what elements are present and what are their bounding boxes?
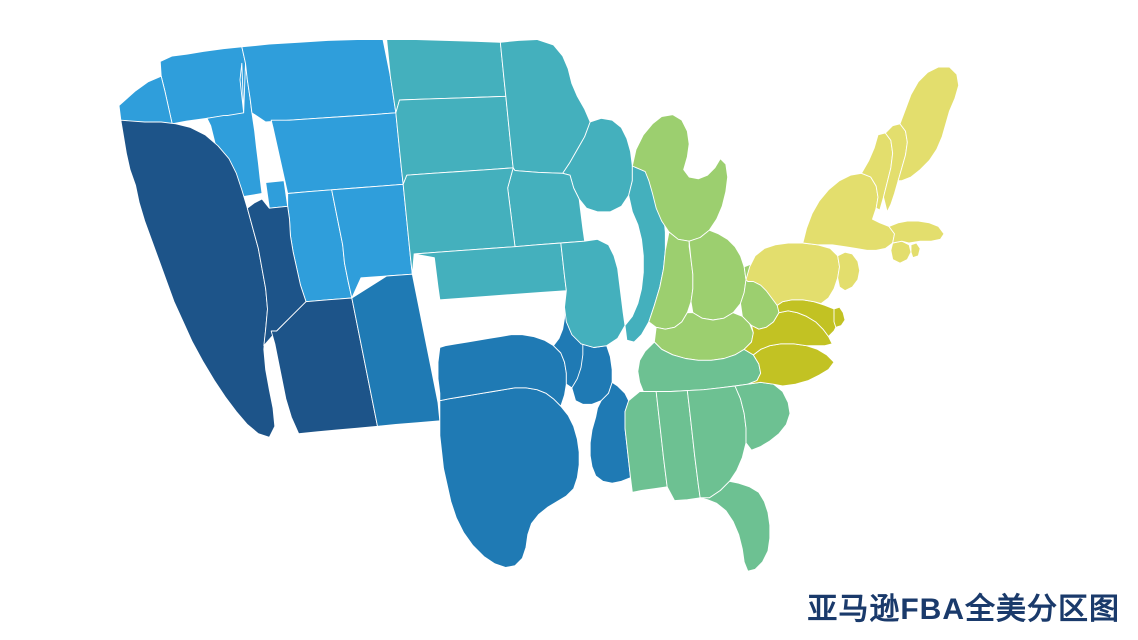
state-la[interactable]: Louisiana [590, 382, 630, 483]
states-layer: WashingtonOregonIdahoMontanaWyomingUtahC… [119, 40, 959, 572]
state-de[interactable]: Delaware [834, 307, 845, 327]
state-pa[interactable]: Pennsylvania [746, 243, 840, 305]
state-mi[interactable]: Michigan [632, 115, 727, 242]
state-ca[interactable]: California [121, 120, 275, 437]
state-wa[interactable]: Washington [160, 47, 252, 124]
state-tx[interactable]: Texas [440, 388, 579, 568]
state-me[interactable]: Maine [898, 67, 959, 181]
state-nc[interactable]: North Carolina [748, 344, 834, 386]
state-nv[interactable]: Nevada [247, 199, 306, 346]
state-ct[interactable]: Connecticut [891, 241, 911, 263]
state-wy[interactable]: Wyoming [271, 113, 403, 194]
state-ne[interactable]: Nebraska [403, 168, 515, 274]
us-region-map[interactable]: WashingtonOregonIdahoMontanaWyomingUtahC… [108, 18, 988, 578]
state-mt[interactable]: Montana [242, 40, 396, 123]
page-title: 亚马逊FBA全美分区图 [807, 593, 1120, 626]
state-fl[interactable]: Florida [700, 481, 770, 571]
state-ma[interactable]: Massachusetts [889, 221, 944, 243]
state-nj[interactable]: New Jersey [838, 252, 860, 290]
state-ny[interactable]: New York [803, 173, 895, 250]
state-oh[interactable]: Ohio [689, 230, 746, 320]
state-ri[interactable]: Rhode Island [911, 243, 920, 258]
state-wi[interactable]: Wisconsin [563, 118, 633, 211]
state-va[interactable]: Virginia [744, 311, 832, 355]
state-mo[interactable]: Missouri [561, 239, 625, 347]
